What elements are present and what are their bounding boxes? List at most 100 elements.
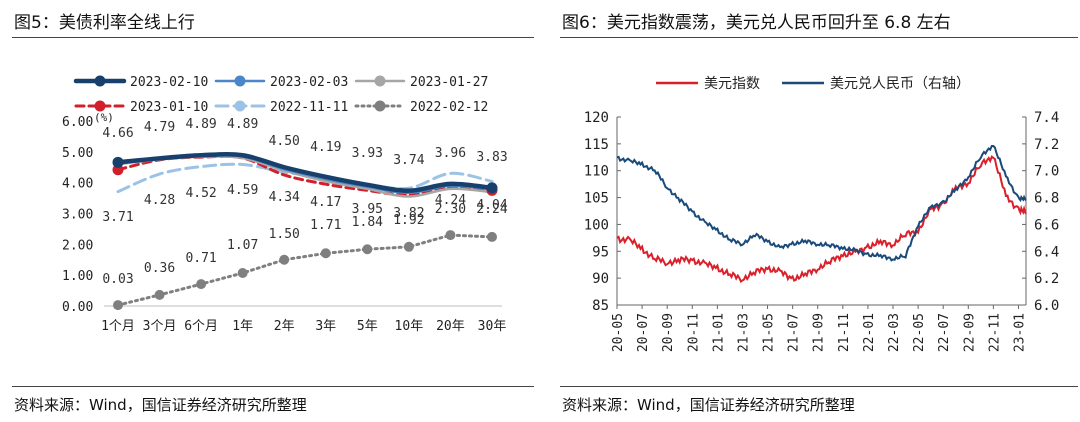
data-label-2022-11-11: 4.17 <box>310 195 341 210</box>
x-tick-label: 6个月 <box>184 319 218 334</box>
data-label-2022-02-12: 0.36 <box>144 261 175 276</box>
y-tick-label: 105 <box>584 191 609 207</box>
y-tick-label: 4.00 <box>62 177 93 192</box>
y2-tick-label: 7.4 <box>1034 110 1059 126</box>
x-tick-label: 20-05 <box>611 313 626 352</box>
series-marker-2023-02-10 <box>486 182 498 194</box>
data-label-2022-02-12: 1.84 <box>352 215 383 230</box>
x-tick-label: 20-09 <box>661 313 676 352</box>
y-tick-label: 5.00 <box>62 146 93 161</box>
x-tick-label: 21-03 <box>736 313 751 352</box>
y-tick-label: 0.00 <box>62 300 93 315</box>
y-tick-label: 2.00 <box>62 238 93 253</box>
y-tick-label: 95 <box>592 244 609 260</box>
legend-marker-2022-11-11 <box>234 100 246 112</box>
y2-tick-label: 7.2 <box>1034 137 1059 153</box>
x-tick-label: 22-07 <box>937 313 952 352</box>
right-figure-panel: 图6：美元指数震荡，美元兑人民币回升至 6.8 左右 85 90 95 100 105 1… <box>548 0 1080 422</box>
legend-label: 2023-02-10 <box>130 75 208 90</box>
legend-marker-2023-01-27 <box>374 75 386 87</box>
x-tick-label: 21-09 <box>812 313 827 352</box>
y-tick-label: 85 <box>592 298 609 314</box>
data-label-2022-02-12: 1.71 <box>310 218 341 233</box>
data-label-2023-02-10: 4.89 <box>227 117 258 132</box>
x-tick-label: 10年 <box>395 319 424 334</box>
y2-tick-label: 6.2 <box>1034 271 1059 287</box>
data-label-2023-02-10: 3.93 <box>352 146 383 161</box>
x-tick-label: 5年 <box>357 319 378 334</box>
series-marker-2023-02-10 <box>112 156 124 168</box>
data-label-2022-11-11: 4.04 <box>476 198 507 213</box>
data-label-2023-02-10: 4.19 <box>310 140 341 155</box>
series-line-usdcny <box>616 145 1027 262</box>
data-label-2023-02-10: 4.50 <box>269 134 300 149</box>
x-tick-label: 20-07 <box>636 313 651 352</box>
right-source-note: 资料来源：Wind，国信证券经济研究所整理 <box>562 396 855 414</box>
series-point-2022-02-12 <box>362 244 373 255</box>
data-label-2022-11-11: 3.82 <box>393 206 424 221</box>
legend-marker-2023-02-03 <box>234 75 246 87</box>
y2-tick-label: 6.6 <box>1034 217 1059 233</box>
legend-marker-2022-02-12 <box>374 100 386 112</box>
series-point-2022-02-12 <box>403 241 414 252</box>
series-point-2022-02-12 <box>279 254 290 265</box>
series-point-2022-02-12 <box>196 279 207 290</box>
legend-marker-2023-01-10 <box>94 100 106 112</box>
legend-label: 2023-01-27 <box>410 75 488 90</box>
series-line-2023-02-10 <box>115 151 495 193</box>
x-tick-label: 3个月 <box>143 319 177 334</box>
data-label-2022-02-12: 0.71 <box>185 251 216 266</box>
legend-marker-2023-02-10 <box>94 75 106 87</box>
series-point-2022-02-12 <box>320 248 331 259</box>
x-tick-label: 1个月 <box>101 319 135 334</box>
left-title-rule <box>12 37 534 38</box>
data-label-2022-11-11: 4.59 <box>227 183 258 198</box>
right-figure-title: 图6：美元指数震荡，美元兑人民币回升至 6.8 左右 <box>562 13 951 33</box>
y-tick-label: 120 <box>584 110 609 126</box>
x-tick-label: 22-09 <box>962 313 977 352</box>
series-line-usd-index <box>616 155 1027 284</box>
legend-label: 2023-01-10 <box>130 100 208 115</box>
right-title-rule <box>560 37 1078 38</box>
x-tick-label: 3年 <box>315 319 336 334</box>
data-label-2022-02-12: 1.50 <box>269 227 300 242</box>
y2-tick-label: 6.0 <box>1034 298 1059 314</box>
x-tick-label: 23-01 <box>1012 313 1027 352</box>
y2-tick-label: 7.0 <box>1034 164 1059 180</box>
data-label-2022-02-12: 0.03 <box>102 272 133 287</box>
series-point-2022-02-12 <box>154 289 165 300</box>
left-source-rule <box>12 386 534 387</box>
data-label-2022-11-11: 3.71 <box>102 210 133 225</box>
x-tick-label: 22-11 <box>987 313 1002 352</box>
data-label-2022-11-11: 4.24 <box>435 193 466 208</box>
y-tick-label: 115 <box>584 137 609 153</box>
x-tick-label: 21-01 <box>711 313 726 352</box>
x-tick-label: 22-01 <box>862 313 877 352</box>
data-label-2023-02-10: 4.66 <box>102 126 133 141</box>
legend-label: 美元指数 <box>704 76 760 92</box>
y-tick-label: 90 <box>592 271 609 287</box>
y-tick-label: 100 <box>584 217 609 233</box>
x-tick-label: 1年 <box>232 319 253 334</box>
y-tick-label: 110 <box>584 164 609 180</box>
data-label-2022-02-12: 2.30 <box>435 202 466 217</box>
x-tick-label: 22-03 <box>887 313 902 352</box>
data-label-2022-11-11: 4.28 <box>144 193 175 208</box>
legend-label: 2023-02-03 <box>270 75 348 90</box>
x-tick-label: 21-07 <box>787 313 802 352</box>
left-figure-title: 图5：美债利率全线上行 <box>14 13 195 33</box>
y2-tick-label: 6.4 <box>1034 244 1059 260</box>
series-point-2022-02-12 <box>487 231 497 242</box>
series-point-2022-02-12 <box>113 300 123 311</box>
data-label-2023-02-10: 4.89 <box>185 117 216 132</box>
legend-label: 2022-02-12 <box>410 100 488 115</box>
x-tick-label: 30年 <box>478 319 507 334</box>
y-unit-label: (%) <box>94 111 114 124</box>
x-tick-label: 22-05 <box>912 313 927 352</box>
data-label-2022-02-12: 2.24 <box>476 202 507 217</box>
x-tick-label: 2年 <box>274 319 295 334</box>
x-tick-label: 21-11 <box>837 313 852 352</box>
series-point-2022-02-12 <box>445 230 456 241</box>
left-source-note: 资料来源：Wind，国信证券经济研究所整理 <box>14 396 307 414</box>
data-label-2023-02-10: 4.79 <box>144 120 175 135</box>
